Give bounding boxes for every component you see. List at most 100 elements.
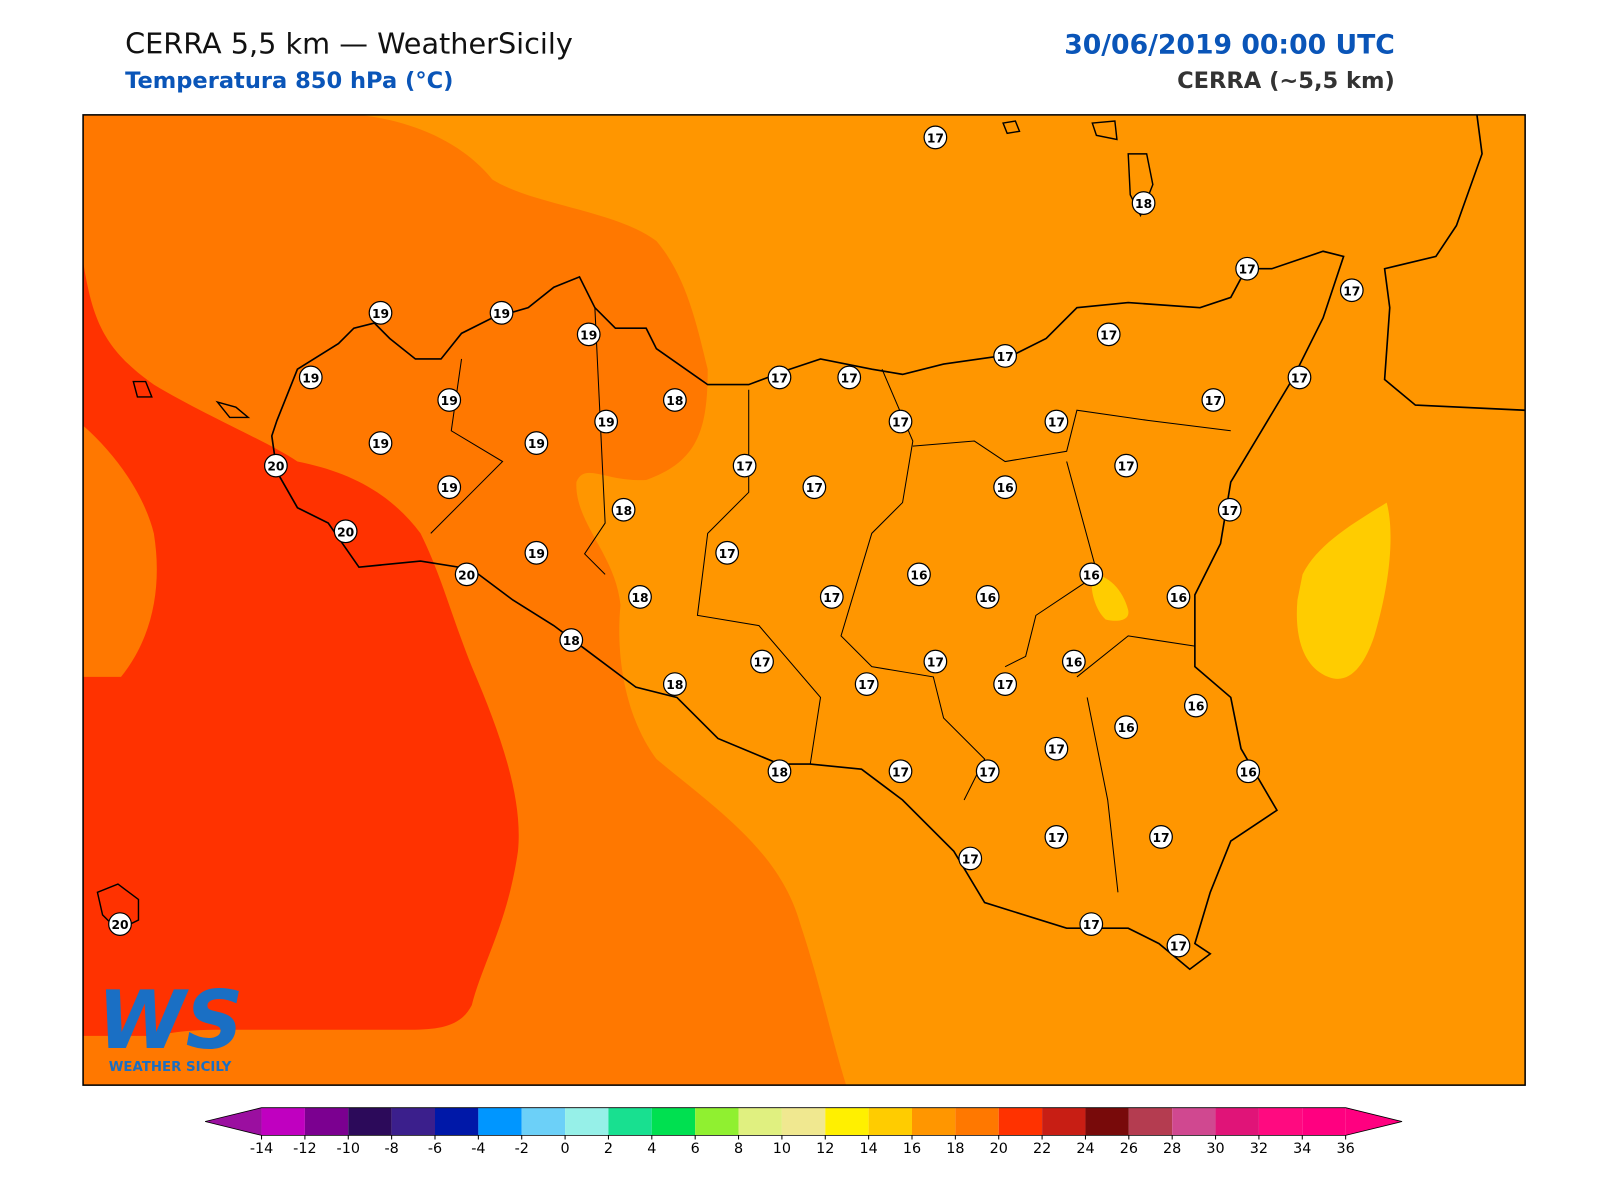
logo-text: WEATHER SICILY xyxy=(109,1060,232,1075)
station-marker xyxy=(437,475,462,500)
station-marker xyxy=(1079,562,1104,587)
colorbar-segment xyxy=(695,1107,739,1136)
station: 17 xyxy=(1096,322,1121,347)
station: 17 xyxy=(802,475,827,500)
station-marker xyxy=(1044,736,1069,761)
station-marker xyxy=(993,672,1018,696)
station-marker xyxy=(993,475,1018,500)
station: 18 xyxy=(559,628,584,652)
title: CERRA 5,5 km — WeatherSicily xyxy=(125,26,573,60)
station: 16 xyxy=(1061,649,1086,674)
station: 16 xyxy=(1079,562,1104,587)
station-value: 16 xyxy=(997,481,1014,495)
station-value: 16 xyxy=(1187,700,1204,714)
station-value: 18 xyxy=(771,765,788,779)
station-marker xyxy=(715,540,740,565)
colorbar-segment xyxy=(304,1107,349,1136)
station-value: 17 xyxy=(1152,831,1169,845)
station-marker xyxy=(767,759,792,784)
station: 18 xyxy=(767,759,792,784)
station-value: 16 xyxy=(1065,656,1082,670)
station: 17 xyxy=(1339,278,1364,303)
station: 17 xyxy=(1287,365,1312,390)
station-value: 16 xyxy=(1170,591,1187,605)
station: 20 xyxy=(108,912,132,936)
station: 19 xyxy=(298,365,323,390)
colorbar-tick-label: 0 xyxy=(561,1141,570,1157)
field xyxy=(1091,574,1129,621)
station-marker xyxy=(923,125,948,150)
station-marker xyxy=(1166,933,1191,958)
station-marker xyxy=(819,585,844,609)
colorbar-segment xyxy=(565,1107,609,1136)
colorbar-segment xyxy=(434,1107,479,1136)
station: 17 xyxy=(837,365,862,390)
colorbar-segment xyxy=(1258,1107,1303,1136)
model: CERRA (~5,5 km) xyxy=(1177,68,1395,94)
station-value: 17 xyxy=(771,371,788,385)
station-value: 17 xyxy=(1221,504,1238,518)
station: 17 xyxy=(715,540,740,565)
station-value: 16 xyxy=(979,591,996,605)
station-value: 17 xyxy=(979,765,996,779)
station: 17 xyxy=(1114,453,1139,478)
station-value: 17 xyxy=(1291,371,1308,385)
field xyxy=(1296,502,1391,679)
station: 17 xyxy=(975,759,1000,784)
station-value: 16 xyxy=(1083,568,1100,582)
station-marker xyxy=(993,343,1018,368)
colorbar-tick-label: -4 xyxy=(471,1141,485,1157)
datetime: 30/06/2019 00:00 UTC xyxy=(1064,29,1395,60)
station: 20 xyxy=(263,453,288,478)
colorbar-extend-high xyxy=(1345,1107,1403,1136)
station-marker xyxy=(1114,715,1139,740)
colorbar-tick-label: 28 xyxy=(1163,1141,1181,1157)
station-marker xyxy=(1079,912,1104,936)
station: 17 xyxy=(888,759,913,784)
station: 18 xyxy=(611,497,636,522)
field xyxy=(83,261,519,1036)
station-value: 17 xyxy=(736,460,753,474)
colorbar-tick-label: -10 xyxy=(337,1141,360,1157)
station-value: 18 xyxy=(631,591,648,605)
station-value: 17 xyxy=(1048,743,1065,757)
station: 17 xyxy=(1217,497,1242,522)
colorbar-tick-label: 36 xyxy=(1337,1141,1355,1157)
station-value: 19 xyxy=(598,416,615,430)
station-value: 17 xyxy=(892,765,909,779)
station-value: 16 xyxy=(1118,721,1135,735)
colorbar-tick-label: 26 xyxy=(1120,1141,1138,1157)
station-marker xyxy=(1149,825,1173,849)
station-marker xyxy=(1184,693,1208,718)
station-value: 19 xyxy=(302,371,319,385)
station-value: 17 xyxy=(997,678,1014,692)
map-frame xyxy=(82,114,1526,1086)
station: 17 xyxy=(1044,736,1069,761)
colorbar-segment xyxy=(1085,1107,1129,1136)
colorbar-tick-label: 6 xyxy=(691,1141,700,1157)
colorbar-segment xyxy=(261,1107,305,1136)
colorbar-segment xyxy=(651,1107,696,1136)
station: 18 xyxy=(662,672,687,696)
station-marker xyxy=(750,649,774,674)
station-value: 17 xyxy=(1118,460,1135,474)
station: 19 xyxy=(524,431,549,455)
colorbar-segment xyxy=(1302,1107,1346,1136)
station-value: 18 xyxy=(666,678,683,692)
station: 18 xyxy=(662,388,687,412)
station-marker xyxy=(1236,759,1261,784)
station: 17 xyxy=(1201,388,1226,412)
station-marker xyxy=(1166,585,1191,609)
station-marker xyxy=(837,365,862,390)
station-value: 19 xyxy=(441,481,458,495)
station-value: 17 xyxy=(1343,284,1360,298)
station-marker xyxy=(454,562,479,587)
station: 16 xyxy=(1184,693,1208,718)
station-marker xyxy=(1339,278,1364,303)
station: 17 xyxy=(750,649,774,674)
colorbar-tick-label: 20 xyxy=(990,1141,1008,1157)
station: 19 xyxy=(576,322,601,347)
station-marker xyxy=(1287,365,1312,390)
station: 19 xyxy=(368,431,393,455)
